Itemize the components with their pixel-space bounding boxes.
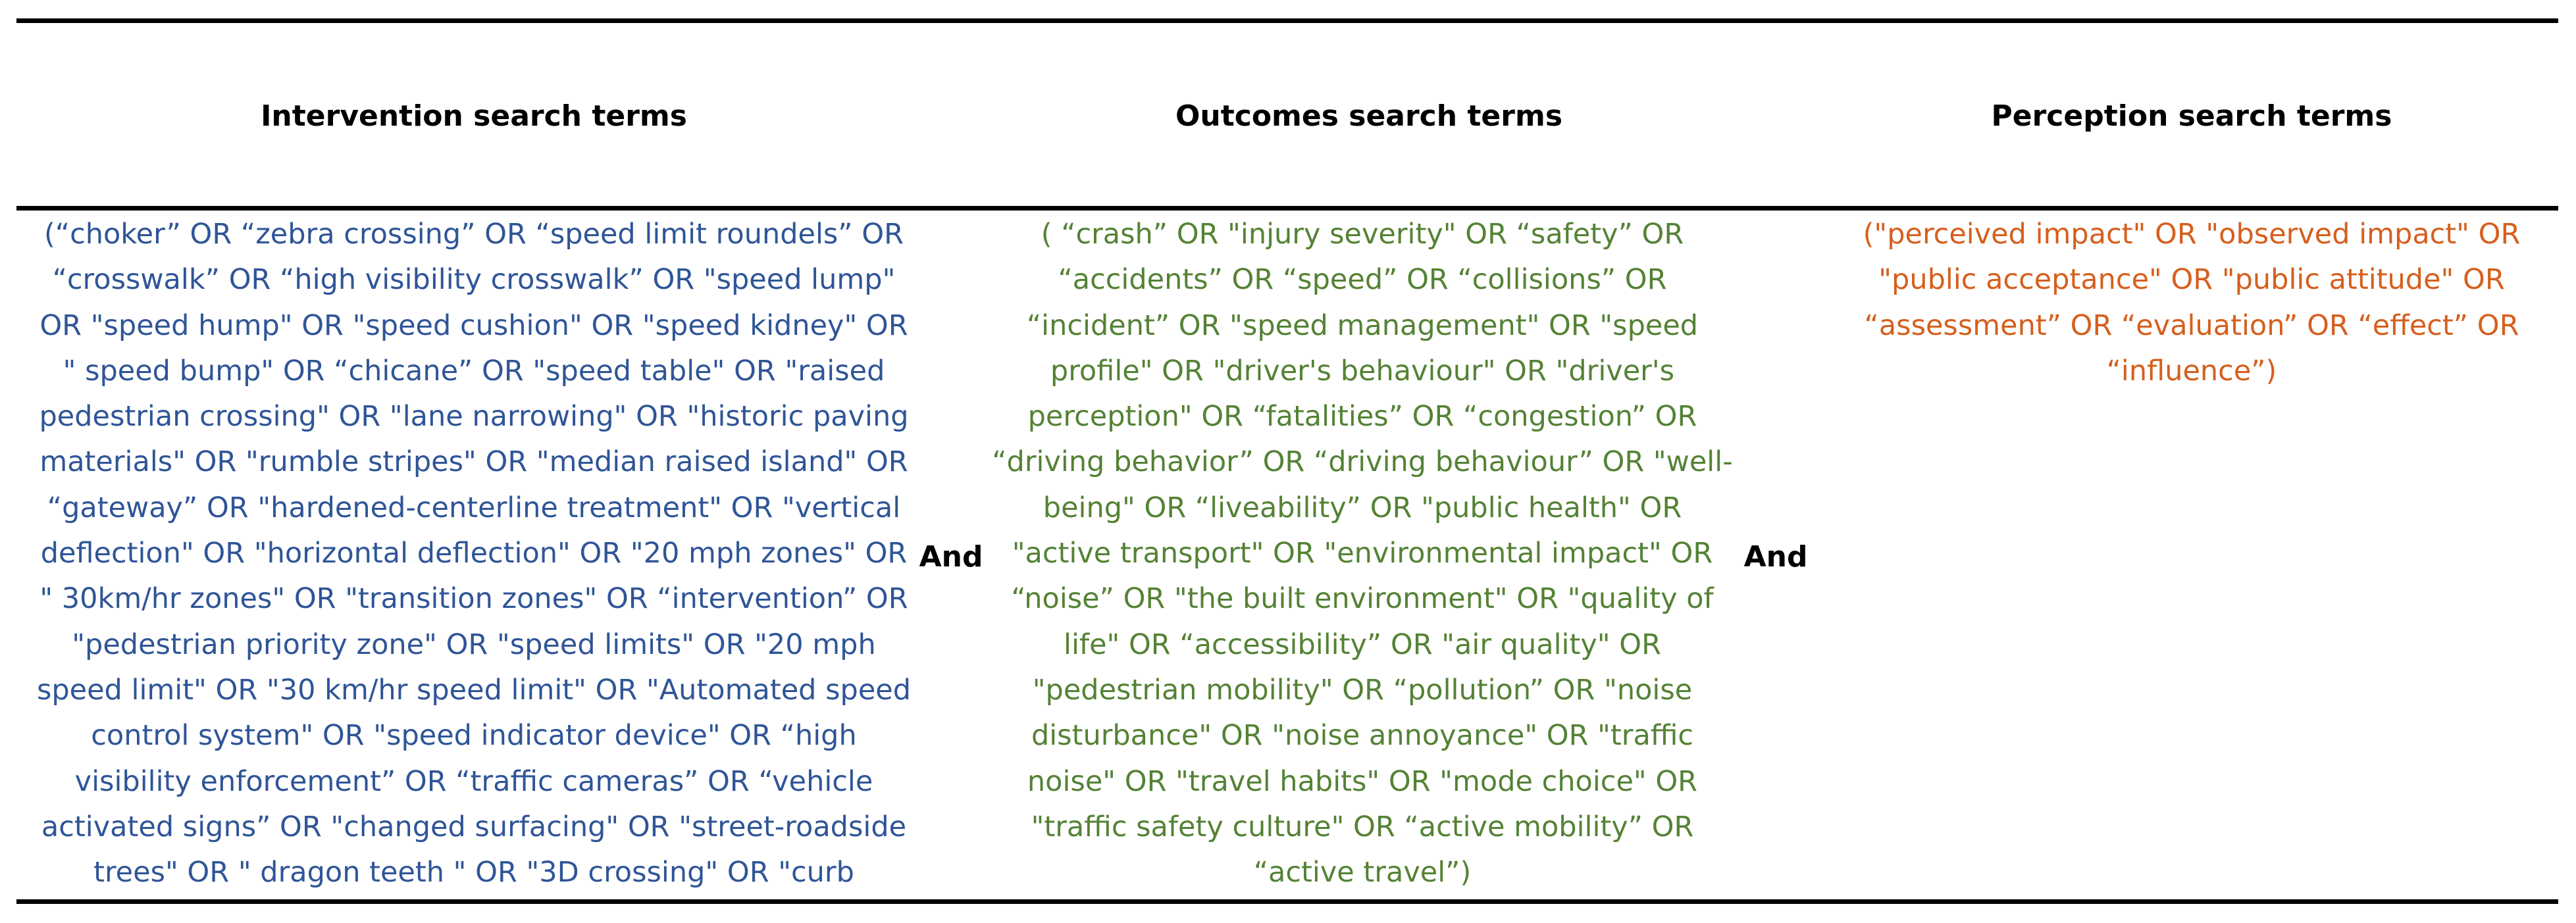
- and-connector-2: And: [1743, 540, 1808, 574]
- table-bottom-border: [16, 899, 2558, 904]
- outcomes-terms: ( “crash” OR "injury severity" OR “safet…: [992, 218, 1733, 889]
- intervention-terms: (“choker” OR “zebra crossing” OR “speed …: [36, 218, 912, 889]
- outcomes-header: Outcomes search terms: [1175, 99, 1563, 133]
- intervention-header: Intervention search terms: [261, 99, 687, 133]
- table-top-border: [16, 18, 2558, 23]
- perception-header: Perception search terms: [1991, 99, 2392, 133]
- and-connector-1: And: [919, 540, 983, 574]
- perception-terms: ("perceived impact" OR "observed impact"…: [1863, 218, 2521, 387]
- header-divider: [16, 206, 2558, 211]
